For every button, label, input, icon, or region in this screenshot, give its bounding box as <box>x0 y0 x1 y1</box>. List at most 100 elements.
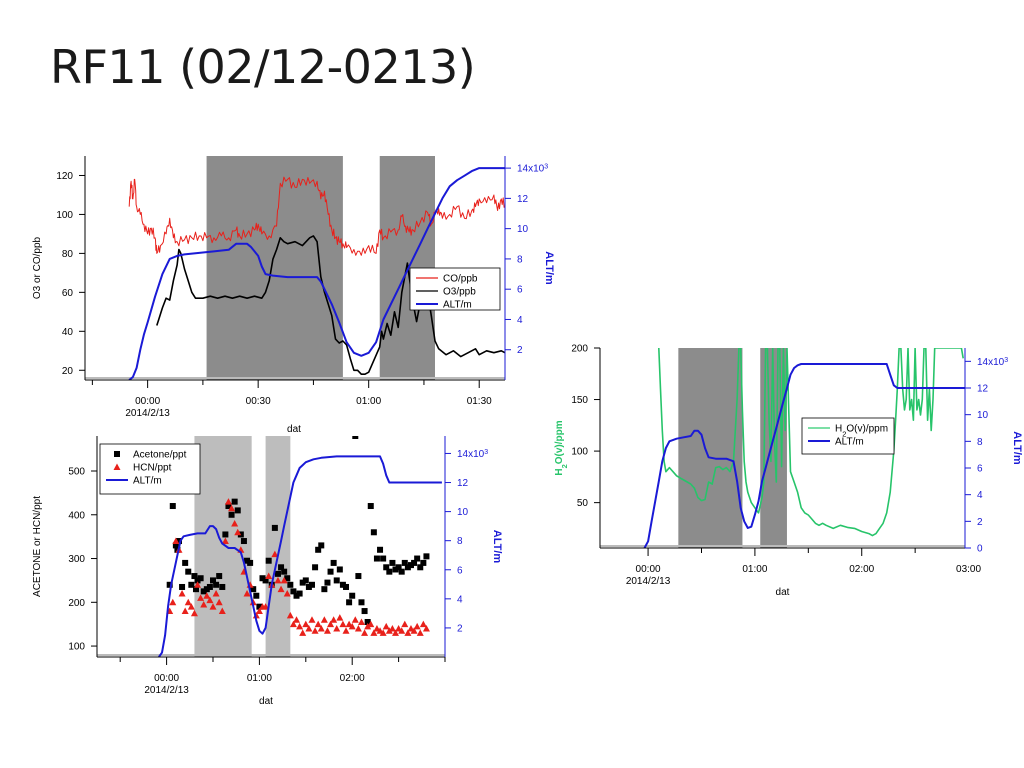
point-acetone-ppt-75 <box>392 566 399 573</box>
point-hcn-ppt-20 <box>228 504 236 512</box>
point-hcn-ppt-22 <box>234 528 242 536</box>
point-hcn-ppt-36 <box>277 585 285 593</box>
y2-tick-label: 14x103 <box>457 448 488 460</box>
point-acetone-ppt-24 <box>234 507 241 514</box>
point-hcn-ppt-8 <box>190 609 198 617</box>
x-tick-label: 00:00 <box>154 673 179 684</box>
x-date-label: 2014/2/13 <box>626 576 671 587</box>
y-axis-title: H2O(v)/ppm <box>554 420 569 475</box>
point-hcn-ppt-54 <box>333 625 341 632</box>
point-hcn-ppt-83 <box>422 625 430 632</box>
point-hcn-ppt-38 <box>283 590 291 597</box>
point-hcn-ppt-25 <box>243 590 251 597</box>
point-hcn-ppt-48 <box>314 620 322 628</box>
point-hcn-ppt-66 <box>370 629 378 636</box>
y-tick-label: 500 <box>68 467 85 478</box>
point-hcn-ppt-5 <box>181 607 189 615</box>
legend-label: ALT/m <box>443 300 472 311</box>
point-hcn-ppt-52 <box>327 620 335 628</box>
chart-h2o-altitude: 50 100 150 200 0 2 4 6 8 10 12 14x103 00:00 01:00 02:0… <box>554 344 1023 599</box>
point-acetone-ppt-28 <box>247 559 254 566</box>
plot-area <box>128 167 505 380</box>
point-hcn-ppt-2 <box>172 537 180 545</box>
point-acetone-ppt-27 <box>244 557 251 564</box>
legend-box <box>801 417 895 455</box>
y-axis-title: ACETONE or HCN/ppt <box>32 496 43 597</box>
point-acetone-ppt-23 <box>231 498 238 505</box>
x-tick-label: 03:00 <box>956 564 981 575</box>
y2-tick-label: 6 <box>977 464 983 475</box>
y2-tick-label: 2 <box>517 345 523 356</box>
point-acetone-ppt-80 <box>407 562 414 569</box>
x-tick-label: 01:00 <box>247 673 272 684</box>
series-co-ppb <box>128 176 505 256</box>
point-acetone-ppt-65 <box>361 608 368 615</box>
x-tick-label: 00:30 <box>246 396 271 407</box>
chart-o3-co-altitude: 20 40 60 80 100 120 2 4 6 8 10 12 14x103 00:00 00:30 01… <box>32 156 555 435</box>
y2-tick-label: 4 <box>517 315 523 326</box>
plot-area <box>643 348 965 548</box>
x-axis-title: dat <box>776 587 790 598</box>
point-hcn-ppt-41 <box>293 616 301 623</box>
point-hcn-ppt-59 <box>348 622 356 630</box>
point-hcn-ppt-57 <box>342 627 350 634</box>
point-hcn-ppt-77 <box>404 629 412 636</box>
y-tick-label: 100 <box>56 210 73 221</box>
point-hcn-ppt-18 <box>221 537 229 545</box>
y2-tick-label: 12 <box>517 194 529 205</box>
point-hcn-ppt-42 <box>296 622 304 630</box>
point-acetone-ppt-33 <box>262 577 269 584</box>
point-acetone-ppt-30 <box>253 592 260 599</box>
point-acetone-ppt-63 <box>355 573 362 580</box>
point-hcn-ppt-32 <box>265 572 273 580</box>
legend: CO/ppb O3/ppb ALT/m <box>409 267 501 311</box>
point-acetone-ppt-13 <box>200 588 207 595</box>
y2-tick-label: 14x103 <box>977 356 1008 368</box>
point-acetone-ppt-36 <box>271 524 278 531</box>
point-acetone-ppt-22 <box>228 511 235 518</box>
point-acetone-ppt-76 <box>395 564 402 571</box>
point-acetone-ppt-11 <box>194 577 201 584</box>
legend-label: CO/ppb <box>443 274 478 285</box>
series-o3-ppb <box>156 235 505 375</box>
point-acetone-ppt-26 <box>240 538 247 545</box>
point-hcn-ppt-76 <box>401 620 409 628</box>
point-hcn-ppt-12 <box>203 592 211 599</box>
point-hcn-ppt-4 <box>178 590 186 597</box>
point-hcn-ppt-13 <box>206 596 214 604</box>
x-axis-title: dat <box>259 696 273 707</box>
point-hcn-ppt-39 <box>286 611 294 619</box>
point-hcn-ppt-81 <box>416 629 424 636</box>
point-hcn-ppt-75 <box>398 627 406 634</box>
point-hcn-ppt-16 <box>215 598 223 606</box>
point-hcn-ppt-21 <box>231 520 239 527</box>
point-hcn-ppt-55 <box>336 614 344 621</box>
point-acetone-ppt-1 <box>169 503 176 510</box>
y-tick-label: 200 <box>571 344 588 355</box>
point-acetone-ppt-41 <box>287 581 294 588</box>
legend-label: H2O(v)/ppm <box>835 424 888 439</box>
point-acetone-ppt-53 <box>324 579 331 586</box>
point-acetone-ppt-14 <box>203 586 210 593</box>
y2-tick-label: 8 <box>457 536 463 547</box>
y2-tick-label: 14x103 <box>517 163 548 175</box>
y2-tick-label: 10 <box>977 410 989 421</box>
y-axis-title: O3 or CO/ppb <box>32 236 43 299</box>
chart-acetone-hcn-altitude: 100 200 300 400 500 2 4 6 8 10 12 14x103 00:00 01:00 0… <box>32 436 503 707</box>
x-tick-label: 01:00 <box>356 396 381 407</box>
point-acetone-ppt-5 <box>179 583 186 590</box>
point-acetone-ppt-51 <box>318 542 325 549</box>
x-tick-label: 02:00 <box>340 673 365 684</box>
point-hcn-ppt-19 <box>224 498 232 505</box>
point-acetone-ppt-39 <box>281 568 288 575</box>
point-hcn-ppt-6 <box>184 598 192 606</box>
y2-tick-label: 2 <box>457 623 463 634</box>
y-tick-label: 200 <box>68 598 85 609</box>
point-acetone-ppt-57 <box>336 566 343 573</box>
point-hcn-ppt-9 <box>194 581 202 588</box>
point-acetone-ppt-71 <box>380 555 387 562</box>
point-hcn-ppt-72 <box>388 625 396 632</box>
x-tick-label: 01:30 <box>467 396 492 407</box>
y-tick-label: 50 <box>577 498 589 509</box>
